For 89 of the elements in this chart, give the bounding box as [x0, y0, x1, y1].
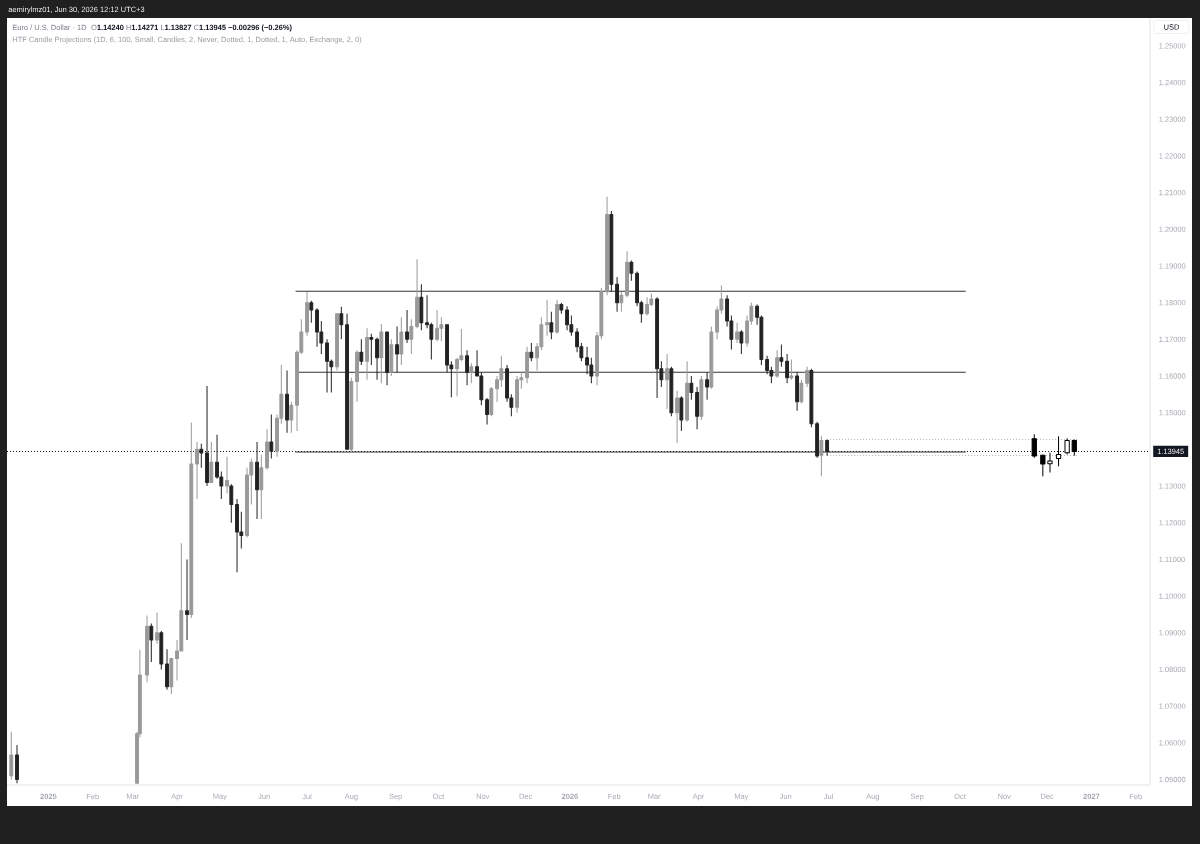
candlestick — [809, 368, 814, 428]
candlestick — [345, 313, 349, 450]
candlestick — [205, 385, 209, 487]
candlestick — [515, 375, 519, 414]
candlestick — [185, 558, 189, 641]
candlestick — [399, 316, 404, 366]
candlestick — [9, 731, 14, 780]
candlestick — [155, 612, 159, 645]
candlestick — [409, 318, 414, 355]
candlestick — [305, 291, 309, 337]
candlestick — [675, 390, 680, 444]
candlestick — [619, 291, 624, 313]
candlestick — [1031, 433, 1037, 459]
candlestick — [365, 327, 369, 381]
candlestick — [805, 366, 810, 388]
candlestick — [15, 744, 19, 784]
candlestick — [335, 313, 339, 371]
candlestick — [145, 615, 149, 683]
candlestick — [669, 366, 674, 417]
candlestick — [799, 379, 804, 405]
candlestick — [739, 329, 744, 355]
candlestick — [149, 623, 154, 663]
candlestick — [775, 349, 780, 379]
candlestick — [689, 375, 694, 401]
candlestick — [789, 359, 794, 381]
candlestick — [235, 498, 239, 573]
candlestick — [695, 386, 700, 430]
candlestick — [195, 441, 199, 500]
candlestick — [339, 306, 344, 340]
candlestick — [655, 296, 660, 399]
candlestick — [395, 325, 399, 373]
candlestick — [735, 322, 740, 344]
candlestick — [359, 338, 364, 366]
candlestick — [625, 250, 629, 298]
candlestick — [385, 331, 389, 386]
candlestick — [525, 346, 529, 384]
candlestick — [549, 311, 554, 340]
candlestick — [545, 299, 549, 337]
candlestick — [375, 336, 379, 381]
candlestick — [415, 258, 419, 329]
candlestick — [555, 299, 559, 335]
candlestick — [465, 349, 469, 386]
candlestick — [529, 342, 534, 362]
candlestick — [485, 397, 489, 425]
candlestick — [209, 441, 214, 483]
candlestick — [435, 309, 439, 342]
candlestick — [785, 353, 790, 384]
candlestick — [349, 377, 354, 454]
candlestick — [379, 323, 384, 384]
candlestick — [615, 276, 619, 313]
candlestick — [705, 371, 710, 401]
candlestick — [815, 421, 820, 459]
candlestick — [405, 309, 409, 344]
candlestick — [225, 456, 229, 494]
candlestick — [679, 395, 684, 432]
candlestick — [389, 338, 394, 377]
candlestick — [605, 196, 609, 296]
candlestick — [469, 362, 474, 384]
candlestick — [779, 343, 784, 368]
candlestick — [269, 414, 274, 460]
candlestick — [369, 333, 374, 366]
candlestick — [165, 648, 169, 691]
candlestick — [325, 338, 329, 394]
candlestick — [665, 353, 670, 410]
candlestick — [645, 296, 650, 316]
candlestick — [609, 210, 614, 293]
candlestick — [699, 375, 704, 421]
candlestick — [825, 438, 830, 457]
candlestick — [189, 422, 194, 619]
candlestick — [255, 441, 259, 520]
candlestick — [309, 300, 314, 324]
candlestick — [285, 370, 289, 434]
candlestick — [559, 302, 564, 315]
candlestick — [709, 325, 714, 390]
candlestick — [199, 443, 204, 469]
candlestick — [229, 483, 234, 524]
candlestick — [159, 630, 164, 670]
candlestick — [355, 349, 359, 403]
candlestick — [169, 657, 174, 695]
candlestick — [419, 283, 424, 331]
candlestick — [795, 371, 800, 412]
candlestick — [685, 360, 690, 423]
candlestick — [629, 259, 634, 282]
candlestick — [289, 401, 294, 434]
candlestick — [819, 435, 824, 477]
candlestick — [489, 386, 494, 417]
candlestick — [265, 428, 269, 471]
candlestick — [1055, 435, 1062, 467]
candlestick — [259, 454, 264, 520]
